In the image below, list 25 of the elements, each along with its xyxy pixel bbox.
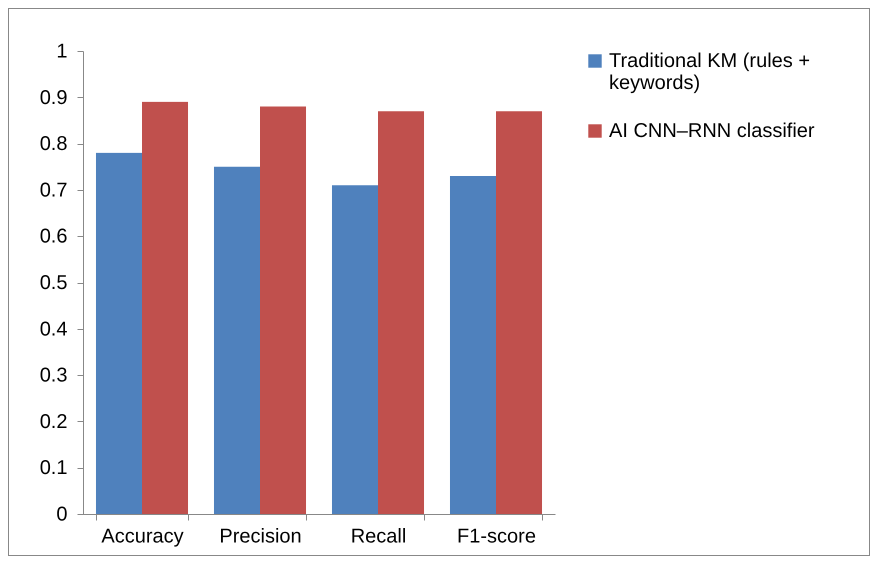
- y-tick-label: 0.2: [40, 410, 68, 433]
- legend-label: AI CNN–RNN classifier: [609, 120, 815, 142]
- y-tick-label: 0.5: [40, 272, 68, 294]
- x-tick-label: Recall: [350, 526, 406, 548]
- x-tick-label: Precision: [219, 526, 302, 548]
- bar: [332, 185, 378, 514]
- bar: [214, 166, 260, 514]
- bar: [142, 102, 188, 514]
- y-tick-label: 1: [56, 40, 68, 62]
- y-tick-label: 0.8: [40, 133, 68, 156]
- y-tick-label: 0: [56, 504, 68, 526]
- bar: [96, 152, 142, 514]
- bar: [260, 106, 306, 514]
- legend-label: Traditional KM (rules + keywords): [609, 50, 810, 94]
- y-tick-label: 0.6: [40, 226, 68, 248]
- y-tick-label: 0.9: [40, 86, 68, 109]
- bar: [496, 111, 542, 514]
- y-tick-label: 0.3: [40, 364, 68, 387]
- x-tick-label: Accuracy: [101, 526, 184, 548]
- bar: [450, 176, 496, 514]
- bar: [378, 111, 424, 514]
- y-tick-label: 0.7: [40, 179, 68, 202]
- y-tick-label: 0.1: [40, 457, 68, 480]
- y-tick-label: 0.4: [40, 318, 68, 340]
- x-tick-label: F1-score: [457, 526, 536, 548]
